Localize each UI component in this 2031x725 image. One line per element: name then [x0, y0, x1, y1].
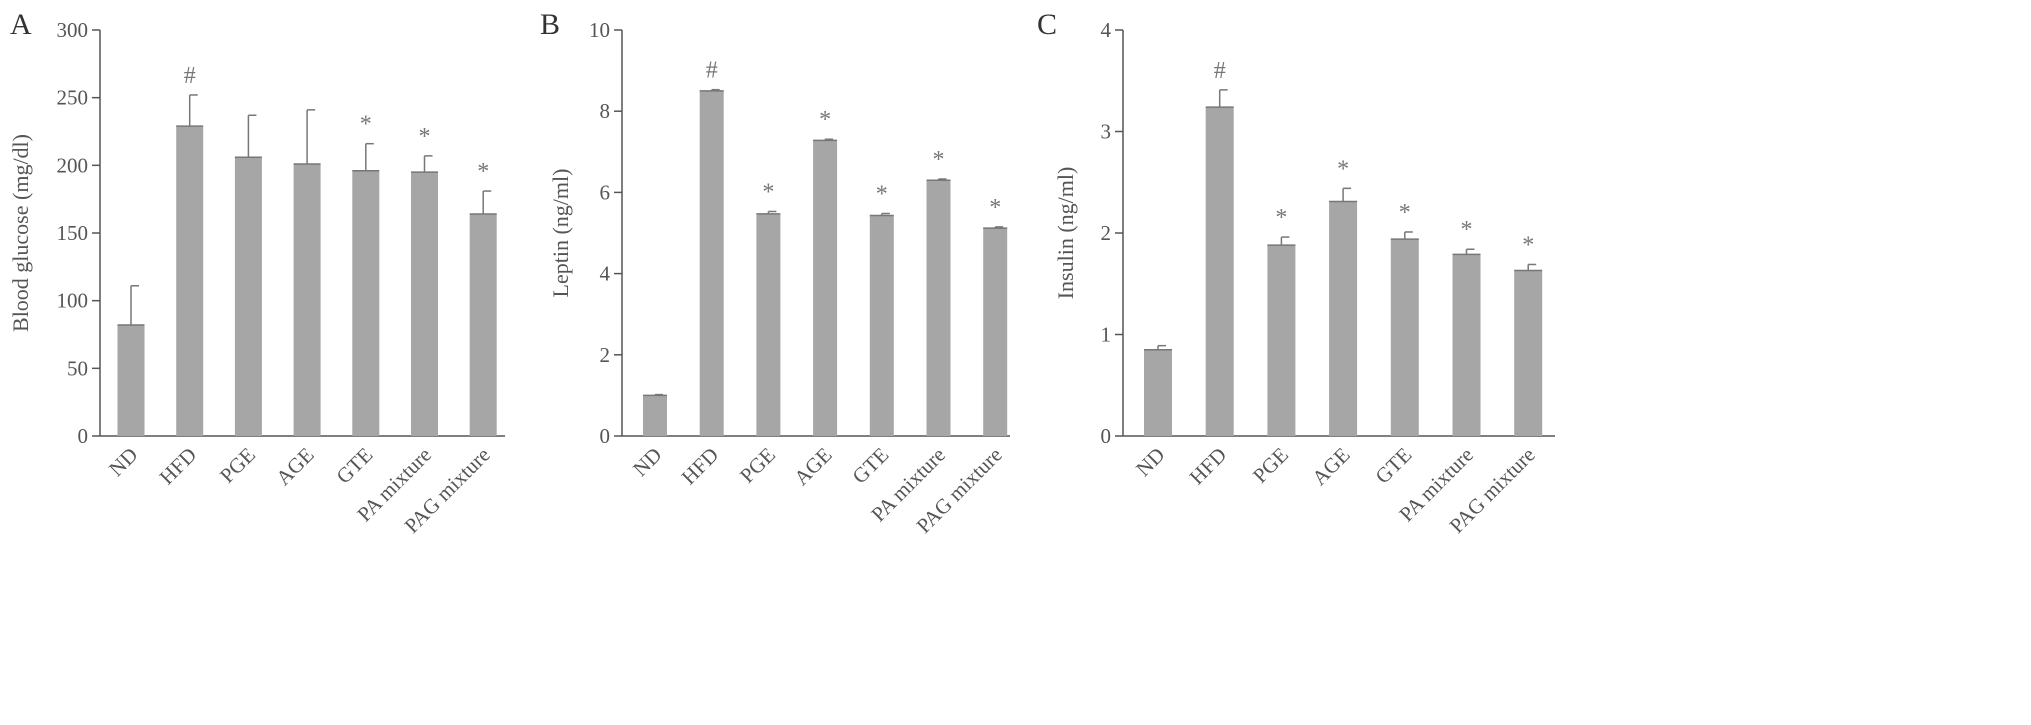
panel-label: C [1037, 8, 1057, 41]
significance-marker: * [762, 179, 774, 205]
significance-marker: * [477, 159, 489, 185]
panel-b: B 0 2 4 6 8 10 Leptin (ng/ml) ND # HFD * PGE * AGE * GTE… [540, 8, 1010, 538]
x-tick-label: AGE [789, 443, 836, 490]
bar-pa-mixture [411, 172, 438, 436]
bar-nd [643, 395, 667, 436]
y-tick-label: 6 [600, 180, 611, 204]
bar-nd [117, 325, 145, 436]
y-tick-label: 0 [1101, 424, 1112, 448]
y-tick-label: 300 [57, 18, 89, 42]
significance-marker: # [184, 63, 196, 89]
significance-marker: * [1399, 200, 1411, 226]
significance-marker: * [419, 124, 431, 150]
y-tick-label: 2 [600, 343, 611, 367]
bar-pag-mixture [983, 228, 1008, 436]
y-tick-label: 3 [1101, 120, 1112, 144]
panel-a: A 0 50 100 150 200 250 300 Blood glucose (mg/dl)… [8, 8, 505, 538]
x-tick-label: ND [104, 443, 142, 481]
bar-hfd [699, 90, 724, 437]
x-tick-label: PGE [215, 443, 260, 488]
x-tick-label: ND [1131, 443, 1169, 481]
x-tick-label: ND [628, 443, 666, 481]
y-tick-label: 4 [1101, 18, 1112, 42]
x-tick-label: GTE [1370, 443, 1416, 489]
bar-pge [234, 157, 262, 437]
bar-hfd [176, 126, 204, 436]
y-tick-label: 2 [1101, 221, 1112, 245]
panel-c: C 0 1 2 3 4 Insulin (ng/ml) ND # HFD * PGE * AGE * GTE *… [1037, 8, 1555, 538]
y-axis-label: Blood glucose (mg/dl) [8, 134, 33, 332]
bar-gte [1390, 239, 1419, 436]
significance-marker: * [819, 107, 831, 133]
y-tick-label: 100 [57, 289, 89, 313]
bar-age [813, 140, 838, 436]
x-tick-label: AGE [1307, 443, 1354, 490]
x-tick-label: AGE [271, 443, 318, 490]
bar-gte [869, 215, 894, 436]
x-tick-label: PGE [1248, 443, 1293, 488]
bar-pag-mixture [469, 214, 497, 436]
bar-pge [756, 213, 781, 436]
y-tick-label: 0 [78, 424, 89, 448]
significance-marker: # [706, 58, 718, 84]
significance-marker: * [989, 195, 1001, 221]
bar-age [1329, 201, 1358, 436]
y-tick-label: 8 [600, 99, 611, 123]
panel-label: B [540, 8, 560, 41]
bar-pa-mixture [1452, 254, 1481, 436]
x-tick-label: GTE [331, 443, 377, 489]
y-tick-label: 50 [67, 356, 88, 380]
significance-marker: * [1461, 217, 1473, 243]
y-tick-label: 250 [57, 86, 89, 110]
significance-marker: * [876, 182, 888, 208]
significance-marker: * [360, 112, 372, 138]
significance-marker: # [1214, 58, 1226, 84]
bar-hfd [1205, 107, 1234, 436]
x-tick-label: GTE [847, 443, 893, 489]
significance-marker: * [1275, 205, 1287, 231]
x-tick-label: HFD [155, 443, 202, 490]
y-tick-label: 1 [1101, 323, 1112, 347]
y-tick-label: 0 [600, 424, 611, 448]
bar-age [293, 163, 321, 437]
y-tick-label: 4 [600, 262, 611, 286]
y-axis-label: Leptin (ng/ml) [548, 169, 573, 298]
bar-pag-mixture [1514, 270, 1543, 436]
x-tick-label: PGE [735, 443, 780, 488]
x-tick-label: HFD [677, 443, 724, 490]
bar-pge [1267, 245, 1296, 436]
y-tick-label: 150 [57, 221, 89, 245]
y-tick-label: 10 [589, 18, 610, 42]
bar-nd [1144, 349, 1172, 436]
bar-gte [352, 170, 380, 436]
x-tick-label: HFD [1185, 443, 1232, 490]
significance-marker: * [1522, 232, 1534, 258]
panel-label: A [10, 8, 32, 41]
y-tick-label: 200 [57, 153, 89, 177]
significance-marker: * [933, 147, 945, 173]
y-axis-label: Insulin (ng/ml) [1053, 167, 1078, 300]
bar-pa-mixture [926, 180, 951, 436]
significance-marker: * [1337, 156, 1349, 182]
